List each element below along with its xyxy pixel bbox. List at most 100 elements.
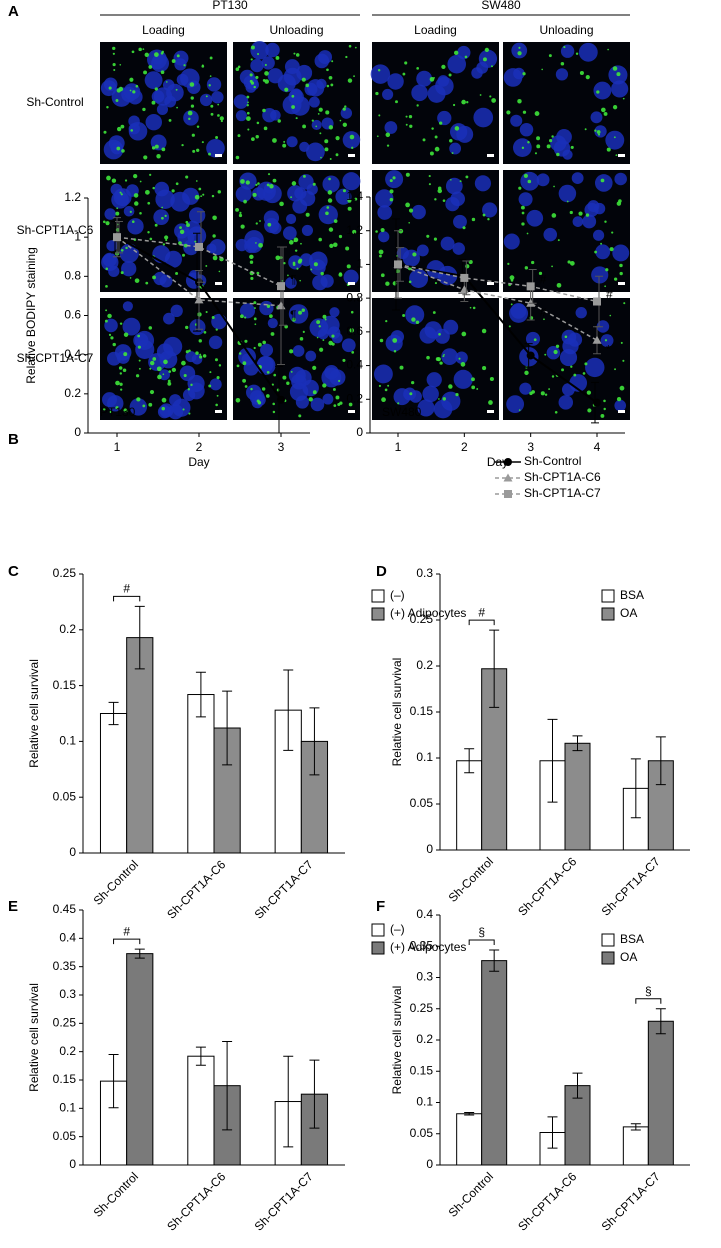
row-label: Sh-CPT1A-C6 — [17, 223, 94, 237]
lipid — [283, 140, 286, 143]
lipid — [489, 376, 494, 382]
lipid — [199, 353, 202, 356]
nucleus — [327, 326, 341, 339]
nucleus — [519, 382, 532, 395]
significance-note: # — [606, 288, 613, 302]
nucleus — [342, 172, 361, 191]
bar — [622, 1126, 649, 1166]
lipid — [147, 201, 151, 205]
lipid — [379, 254, 382, 258]
y-tick-label: 1.4 — [346, 189, 363, 203]
lipid — [441, 64, 446, 70]
y-tick-label: 0 — [69, 845, 76, 859]
lipid — [237, 65, 241, 69]
lipid — [293, 52, 296, 55]
column-title: Unloading — [269, 23, 323, 37]
lipid — [548, 139, 553, 143]
lipid — [318, 237, 322, 242]
point — [277, 395, 285, 404]
nucleus — [265, 42, 280, 58]
x-tick-label: Sh-Control — [91, 1169, 141, 1219]
lipid — [138, 359, 141, 362]
lipid — [439, 121, 443, 125]
error-bar — [195, 1046, 206, 1066]
lipid — [586, 390, 591, 395]
lipid — [612, 105, 618, 110]
lipid — [389, 197, 394, 202]
nucleus — [506, 395, 525, 414]
error-bar — [222, 690, 233, 766]
lipid — [320, 156, 322, 159]
lipid — [291, 181, 297, 186]
y-tick-label: 0.15 — [410, 1063, 434, 1077]
lipid — [433, 237, 437, 241]
lipid — [299, 337, 304, 341]
lipid — [331, 60, 334, 63]
lipid — [242, 378, 247, 383]
x-tick-label: Sh-CPT1A-C6 — [164, 857, 228, 921]
nucleus — [416, 70, 433, 87]
lipid — [527, 179, 532, 184]
lipid — [531, 260, 535, 265]
lipid — [471, 385, 476, 390]
lipid — [250, 276, 254, 281]
lipid — [526, 232, 529, 235]
error-bar — [108, 1054, 119, 1109]
lipid — [548, 388, 551, 390]
lipid — [426, 234, 430, 238]
lipid — [522, 72, 526, 76]
lipid — [347, 198, 352, 203]
nucleus — [422, 385, 439, 403]
nucleus — [558, 395, 574, 410]
lipid — [411, 317, 416, 322]
nucleus — [153, 209, 170, 226]
lipid — [566, 200, 569, 203]
lipid — [302, 330, 305, 333]
lipid — [240, 179, 245, 184]
lipid — [138, 47, 142, 52]
point — [526, 282, 535, 291]
lipid — [338, 379, 341, 383]
point — [194, 295, 204, 304]
lipid — [622, 97, 625, 100]
image-bg — [372, 298, 499, 420]
lipid — [428, 174, 431, 178]
lipid — [594, 250, 598, 254]
lipid — [461, 99, 466, 105]
lipid — [161, 206, 164, 209]
lipid — [553, 349, 558, 355]
lipid — [132, 90, 136, 94]
nucleus — [101, 253, 119, 272]
point — [593, 398, 601, 407]
lipid — [215, 328, 218, 331]
lipid — [107, 313, 112, 319]
lipid — [199, 355, 203, 359]
lipid — [333, 219, 338, 223]
lipid — [596, 90, 600, 94]
row-label: Sh-Control — [26, 95, 83, 109]
lipid — [208, 84, 211, 87]
lipid — [208, 384, 212, 388]
lipid — [264, 79, 269, 84]
lipid — [220, 120, 223, 123]
lipid — [510, 279, 514, 282]
lipid — [139, 211, 142, 215]
y-tick-label: 0.4 — [346, 358, 363, 372]
lipid — [579, 70, 584, 76]
lipid — [453, 50, 459, 56]
lipid — [585, 75, 590, 80]
y-tick-label: 0.4 — [416, 907, 433, 921]
nucleus — [156, 343, 174, 360]
nucleus — [441, 348, 458, 365]
lipid — [176, 106, 178, 109]
nucleus — [144, 71, 163, 90]
lipid — [324, 139, 329, 144]
lipid — [253, 346, 256, 350]
lipid — [134, 201, 139, 206]
scale-bar — [487, 410, 494, 413]
legend-label: (+) Adipocytes — [390, 606, 466, 620]
lipid — [384, 388, 388, 392]
error-bar — [547, 718, 558, 803]
nucleus — [185, 351, 197, 363]
lipid — [345, 246, 350, 251]
